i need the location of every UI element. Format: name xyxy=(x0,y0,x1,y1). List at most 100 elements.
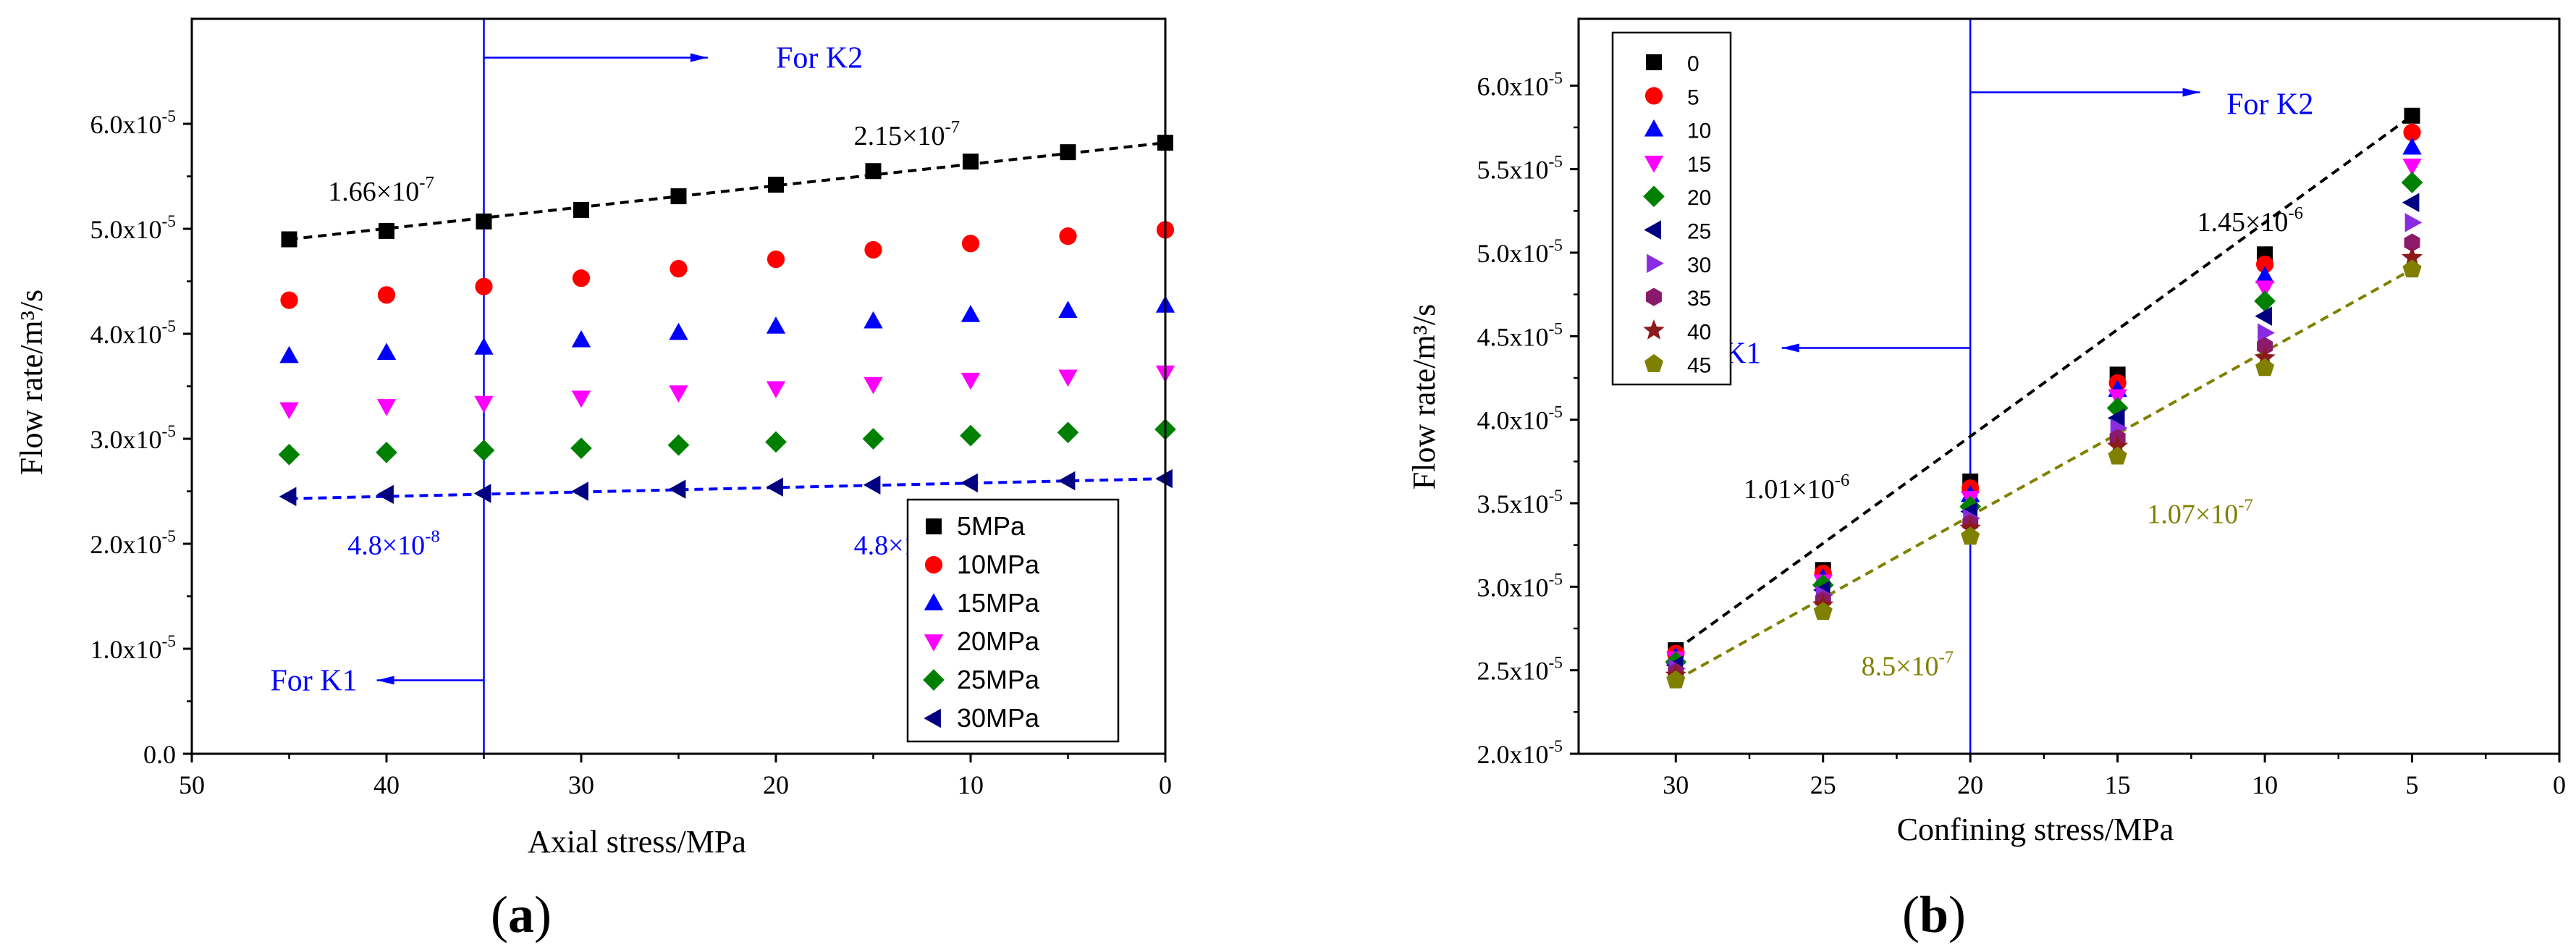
chart-b-legend-label: 10 xyxy=(1687,119,1711,143)
chart-b-ticks: 30 25 20 15 10 5 0 2.0x10-5 2.5x10-5 3.0x10-5 3.5x… xyxy=(1477,69,2567,799)
chart-a-legend-marker-20MPa xyxy=(924,634,944,652)
chart-b-point-45 xyxy=(1666,670,1686,689)
chart-b-point-45 xyxy=(1813,602,1833,621)
chart-a-point-20MPa xyxy=(669,385,688,403)
chart-a-point-30MPa xyxy=(376,484,394,505)
chart-a-point-30MPa xyxy=(473,484,491,503)
chart-a-point-20MPa xyxy=(766,381,786,399)
chart-b-point-40 xyxy=(2401,246,2423,267)
chart-a-point-15MPa xyxy=(863,311,883,329)
chart-a-point-10MPa xyxy=(767,250,785,269)
chart-b-legend-label: 20 xyxy=(1687,186,1711,210)
chart-a-point-10MPa xyxy=(864,240,882,259)
chart-a-y-tick-label: 2.0x10-5 xyxy=(90,527,177,559)
chart-b-x-axis-label: Confining stress/MPa xyxy=(1897,812,2174,847)
chart-b-point-10 xyxy=(2255,266,2275,284)
chart-b-legend-label: 40 xyxy=(1687,320,1711,344)
chart-a-point-15MPa xyxy=(571,329,591,348)
chart-a-point-15MPa xyxy=(376,342,397,360)
chart-a-legend-label: 10MPa xyxy=(957,550,1040,579)
chart-a-y-tick-label: 1.0x10-5 xyxy=(90,632,177,664)
chart-b-point-20 xyxy=(2401,172,2423,193)
chart-b-annotation: 1.07×10-7 xyxy=(2147,496,2253,530)
chart-b-point-25 xyxy=(2107,408,2125,428)
chart-a-point-10MPa xyxy=(961,235,980,253)
chart-b-point-25 xyxy=(2402,193,2420,212)
chart-b-point-20 xyxy=(2254,290,2276,312)
chart-a-point-15MPa xyxy=(766,316,786,334)
chart-a-legend-label: 30MPa xyxy=(957,703,1040,733)
chart-a-point-30MPa xyxy=(571,482,588,501)
chart-b-legend-label: 45 xyxy=(1687,354,1711,378)
chart-b-point-30 xyxy=(2258,323,2275,342)
chart-b-legend-label: 30 xyxy=(1687,253,1711,277)
chart-b-legend-marker-25 xyxy=(1644,220,1661,240)
chart-b-legend-marker-30 xyxy=(1647,253,1664,273)
chart-a-y-tick-label: 3.0x10-5 xyxy=(90,422,177,454)
chart-a-point-5MPa xyxy=(865,163,882,180)
chart-panel-a: For K2 For K1 1.66×10-7 2.15×10-7 4.8×10-8 4.… xyxy=(14,17,1176,943)
chart-a-point-20MPa xyxy=(279,402,299,420)
chart-b-point-40 xyxy=(2106,435,2129,456)
chart-b-y-tick-label: 3.5x10-5 xyxy=(1477,487,1563,518)
chart-a-legend-frame xyxy=(906,498,1120,743)
chart-a-fit-line xyxy=(289,477,1166,500)
chart-a-y-tick-label: 5.0x10-5 xyxy=(90,212,177,244)
chart-a-point-10MPa xyxy=(377,286,396,304)
chart-b-legend-label: 0 xyxy=(1687,52,1699,76)
chart-b-fit-line xyxy=(1675,114,2413,652)
chart-b-legend: 0 5 10 15 20 25 30 35 40 45 xyxy=(1611,31,1732,386)
chart-a-point-20MPa xyxy=(571,390,591,408)
chart-a-point-30MPa xyxy=(960,473,978,493)
chart-b-fit-line xyxy=(1675,268,2413,682)
chart-b-y-tick-label: 4.0x10-5 xyxy=(1477,403,1563,435)
chart-b-annotation: 1.01×10-6 xyxy=(1744,471,1850,505)
chart-a-x-tick-label: 40 xyxy=(373,770,400,799)
chart-a-point-25MPa xyxy=(473,440,495,461)
chart-a-arrow-head xyxy=(690,53,708,62)
chart-a-x-tick-label: 30 xyxy=(568,770,594,799)
chart-a-point-25MPa xyxy=(278,443,300,466)
chart-b-legend-marker-0 xyxy=(1646,54,1662,70)
chart-b-y-tick-label: 4.5x10-5 xyxy=(1477,319,1563,351)
chart-b-y-tick-label: 5.0x10-5 xyxy=(1477,236,1563,268)
chart-b-y-tick-label: 6.0x10-5 xyxy=(1477,69,1563,101)
chart-b-y-tick-label: 2.0x10-5 xyxy=(1477,737,1563,769)
chart-b-point-0 xyxy=(2404,107,2420,124)
chart-a-panel-label: (a) xyxy=(491,886,552,943)
chart-a-arrow-head xyxy=(376,676,394,685)
chart-b-point-40 xyxy=(2254,346,2276,367)
chart-a-x-tick-label: 10 xyxy=(958,770,984,799)
chart-a-y-tick-label: 6.0x10-5 xyxy=(90,107,177,139)
chart-a-annotation: 4.8×10-8 xyxy=(347,527,440,561)
chart-b-legend-label: 5 xyxy=(1687,85,1699,109)
chart-a-legend-marker-5MPa xyxy=(926,518,942,534)
chart-a-legend-label: 20MPa xyxy=(957,626,1040,656)
chart-a-legend-marker-30MPa xyxy=(924,708,941,728)
chart-b-arrow-head xyxy=(1781,343,1799,353)
chart-b-legend-frame xyxy=(1611,31,1732,386)
chart-a-point-30MPa xyxy=(766,477,783,497)
chart-a-x-axis-label: Axial stress/MPa xyxy=(528,824,746,859)
chart-a-point-20MPa xyxy=(474,395,494,413)
chart-b-point-5 xyxy=(2403,123,2421,141)
chart-a-x-tick-label: 50 xyxy=(179,770,205,799)
chart-a-point-25MPa xyxy=(376,442,397,463)
chart-b-y-tick-label: 3.0x10-5 xyxy=(1477,570,1563,602)
chart-a-point-25MPa xyxy=(862,428,884,450)
chart-a-point-30MPa xyxy=(863,475,881,495)
chart-b-point-35 xyxy=(2257,337,2273,356)
chart-a-point-10MPa xyxy=(280,291,298,309)
chart-b-point-15 xyxy=(2402,159,2422,176)
chart-a-arrow-label: For K1 xyxy=(270,665,357,698)
chart-a-point-20MPa xyxy=(376,399,397,416)
chart-a-y-tick-label: 0.0 xyxy=(143,740,176,769)
chart-b-x-tick-label: 15 xyxy=(2105,770,2131,799)
chart-a-y-tick-label: 4.0x10-5 xyxy=(90,317,177,349)
chart-a-point-5MPa xyxy=(670,188,687,205)
chart-b-point-45 xyxy=(2255,358,2275,377)
